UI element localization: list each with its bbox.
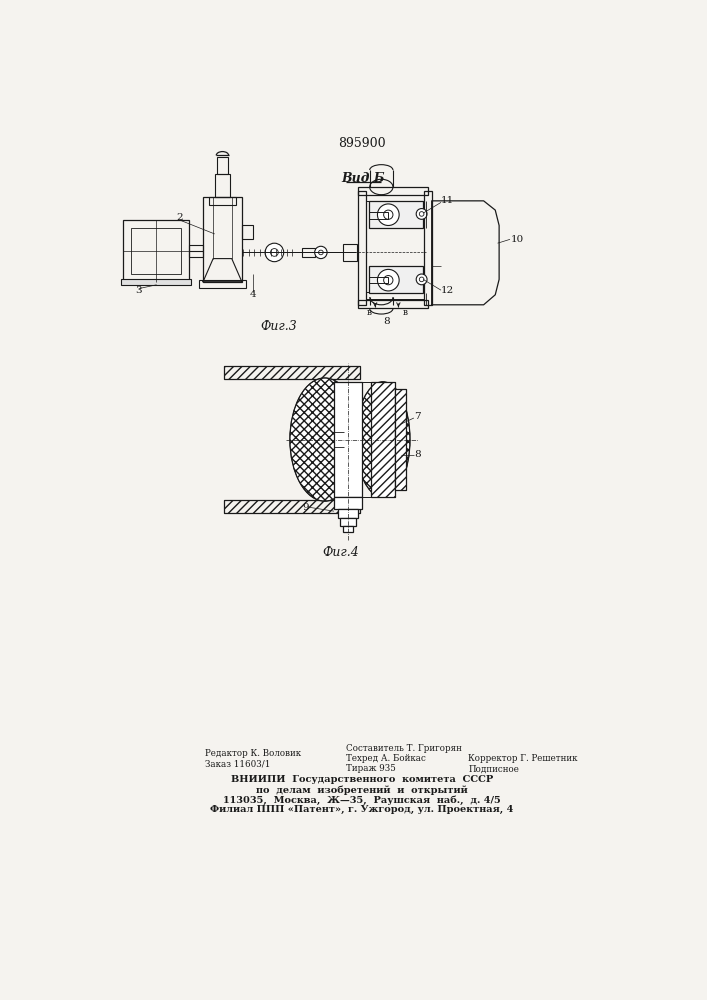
Bar bbox=[369, 212, 388, 219]
Text: Фиг.3: Фиг.3 bbox=[260, 320, 297, 333]
Bar bbox=[424, 191, 432, 305]
Circle shape bbox=[416, 209, 427, 219]
Bar bbox=[203, 197, 242, 282]
Bar bbox=[189, 245, 203, 257]
Bar bbox=[395, 389, 406, 490]
Bar bbox=[343, 244, 356, 261]
Bar bbox=[358, 187, 428, 195]
Ellipse shape bbox=[290, 378, 360, 501]
Bar bbox=[366, 195, 424, 201]
Bar bbox=[131, 228, 182, 274]
Text: Подписное: Подписное bbox=[468, 764, 519, 773]
Bar bbox=[369, 201, 423, 228]
Text: Филиал ППП «Патент», г. Ужгород, ул. Проектная, 4: Филиал ППП «Патент», г. Ужгород, ул. Про… bbox=[210, 805, 514, 814]
Bar bbox=[215, 174, 230, 197]
Text: Составитель Т. Григорян: Составитель Т. Григорян bbox=[346, 744, 462, 753]
Bar bbox=[209, 197, 236, 205]
Text: 8: 8 bbox=[414, 450, 421, 459]
Bar bbox=[358, 191, 366, 305]
Text: Корректор Г. Решетник: Корректор Г. Решетник bbox=[468, 754, 578, 763]
Text: 12: 12 bbox=[441, 286, 455, 295]
Ellipse shape bbox=[356, 382, 410, 497]
Circle shape bbox=[315, 246, 327, 259]
Text: Техред А. Бойкас: Техред А. Бойкас bbox=[346, 754, 426, 763]
Bar bbox=[199, 280, 246, 288]
Bar bbox=[395, 389, 406, 490]
Bar bbox=[123, 220, 189, 282]
Bar bbox=[224, 366, 360, 379]
Bar bbox=[242, 225, 252, 239]
Text: 9: 9 bbox=[302, 503, 309, 512]
Text: в: в bbox=[402, 308, 407, 317]
Text: 4: 4 bbox=[250, 290, 257, 299]
Text: ВНИИПИ  Государственного  комитета  СССР: ВНИИПИ Государственного комитета СССР bbox=[230, 775, 493, 784]
Circle shape bbox=[271, 249, 279, 256]
Text: 113035,  Москва,  Ж—35,  Раушская  наб.,  д. 4/5: 113035, Москва, Ж—35, Раушская наб., д. … bbox=[223, 795, 501, 805]
Bar bbox=[217, 157, 228, 174]
Bar bbox=[371, 382, 395, 497]
Text: 895900: 895900 bbox=[338, 137, 386, 150]
Text: 11: 11 bbox=[441, 196, 455, 205]
Text: Тираж 935: Тираж 935 bbox=[346, 764, 396, 773]
Bar bbox=[334, 382, 362, 497]
Circle shape bbox=[265, 243, 284, 262]
Text: Вид Б: Вид Б bbox=[341, 172, 385, 185]
Text: 3: 3 bbox=[136, 286, 142, 295]
Circle shape bbox=[378, 269, 399, 291]
Circle shape bbox=[378, 204, 399, 225]
Text: в: в bbox=[366, 308, 371, 317]
Text: Фиг.4: Фиг.4 bbox=[322, 546, 358, 559]
Bar bbox=[371, 382, 395, 497]
Bar bbox=[224, 500, 360, 513]
Text: 10: 10 bbox=[510, 235, 524, 244]
Bar bbox=[343, 526, 354, 532]
Bar bbox=[340, 518, 356, 526]
Text: по  делам  изобретений  и  открытий: по делам изобретений и открытий bbox=[256, 785, 468, 795]
Bar bbox=[358, 300, 428, 308]
Bar bbox=[369, 277, 388, 283]
Text: Редактор К. Воловик: Редактор К. Воловик bbox=[204, 749, 300, 758]
Bar bbox=[334, 497, 362, 509]
Bar bbox=[301, 248, 315, 257]
Bar bbox=[369, 266, 423, 293]
Bar bbox=[224, 500, 360, 513]
Text: 8: 8 bbox=[383, 317, 390, 326]
Text: 2: 2 bbox=[177, 213, 183, 222]
Bar bbox=[121, 279, 192, 285]
Text: Заказ 11603/1: Заказ 11603/1 bbox=[204, 759, 270, 768]
Bar bbox=[338, 509, 358, 518]
Text: 7: 7 bbox=[414, 412, 421, 421]
Bar bbox=[224, 366, 360, 379]
Bar bbox=[366, 292, 424, 299]
Circle shape bbox=[416, 274, 427, 285]
